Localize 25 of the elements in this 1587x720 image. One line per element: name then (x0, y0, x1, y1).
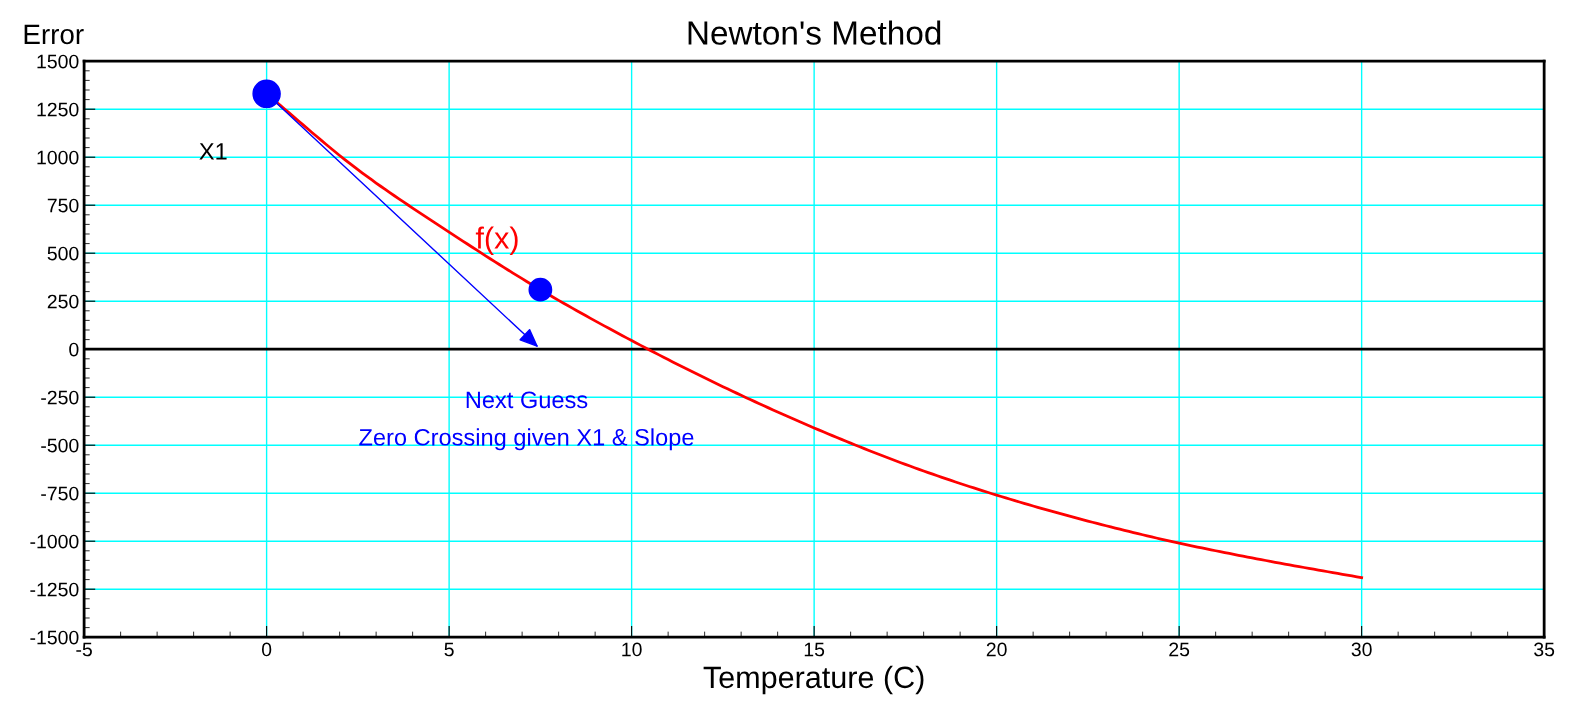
y-tick-label: 1000 (37, 150, 79, 165)
y-tick-label: 250 (47, 294, 79, 309)
y-tick-label: -250 (41, 390, 79, 405)
y-axis-title: Error (24, 24, 84, 45)
chart-title: Newton's Method (688, 20, 941, 45)
y-tick-label: -750 (41, 486, 79, 501)
x-tick-label: 0 (261, 642, 272, 657)
x-tick-label: 5 (444, 642, 454, 657)
x-tick-label: 35 (1534, 642, 1555, 657)
annotation: X1 (199, 143, 227, 160)
y-tick-label: 750 (47, 198, 79, 213)
x-tick-label: 10 (622, 642, 642, 657)
x-tick-label: 15 (804, 642, 825, 657)
y-tick-label: 1250 (37, 102, 79, 117)
series-label: f(x) (475, 226, 518, 255)
y-tick-label: -500 (41, 438, 79, 453)
x-axis-title: Temperature (C) (703, 665, 924, 695)
y-tick-label: 500 (47, 246, 79, 261)
y-tick-label: 0 (69, 342, 79, 357)
x-tick-label: 30 (1351, 642, 1372, 657)
y-tick-label: 1500 (37, 54, 79, 69)
y-tick-label: -1250 (30, 582, 79, 597)
y-tick-label: -1000 (30, 534, 79, 549)
x-tick-label: 20 (986, 642, 1007, 657)
x-tick-label: 25 (1169, 642, 1190, 657)
